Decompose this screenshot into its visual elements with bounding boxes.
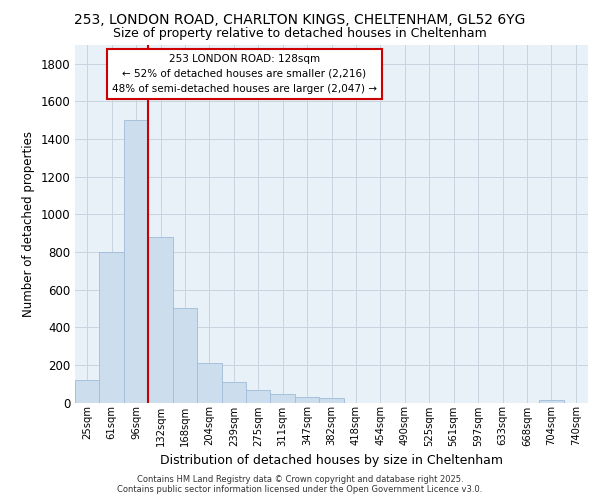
Text: Contains public sector information licensed under the Open Government Licence v3: Contains public sector information licen…	[118, 485, 482, 494]
Bar	[75, 380, 100, 402]
Bar	[173, 308, 197, 402]
Bar	[124, 120, 148, 402]
Bar	[271, 394, 295, 402]
Bar	[197, 363, 221, 403]
Bar	[539, 400, 563, 402]
Text: Contains HM Land Registry data © Crown copyright and database right 2025.: Contains HM Land Registry data © Crown c…	[137, 475, 463, 484]
Text: 253, LONDON ROAD, CHARLTON KINGS, CHELTENHAM, GL52 6YG: 253, LONDON ROAD, CHARLTON KINGS, CHELTE…	[74, 12, 526, 26]
Y-axis label: Number of detached properties: Number of detached properties	[22, 130, 35, 317]
Text: Size of property relative to detached houses in Cheltenham: Size of property relative to detached ho…	[113, 28, 487, 40]
Bar	[319, 398, 344, 402]
X-axis label: Distribution of detached houses by size in Cheltenham: Distribution of detached houses by size …	[160, 454, 503, 467]
Text: 253 LONDON ROAD: 128sqm
← 52% of detached houses are smaller (2,216)
48% of semi: 253 LONDON ROAD: 128sqm ← 52% of detache…	[112, 54, 377, 94]
Bar	[295, 397, 319, 402]
Bar	[100, 252, 124, 402]
Bar	[148, 237, 173, 402]
Bar	[221, 382, 246, 402]
Bar	[246, 390, 271, 402]
